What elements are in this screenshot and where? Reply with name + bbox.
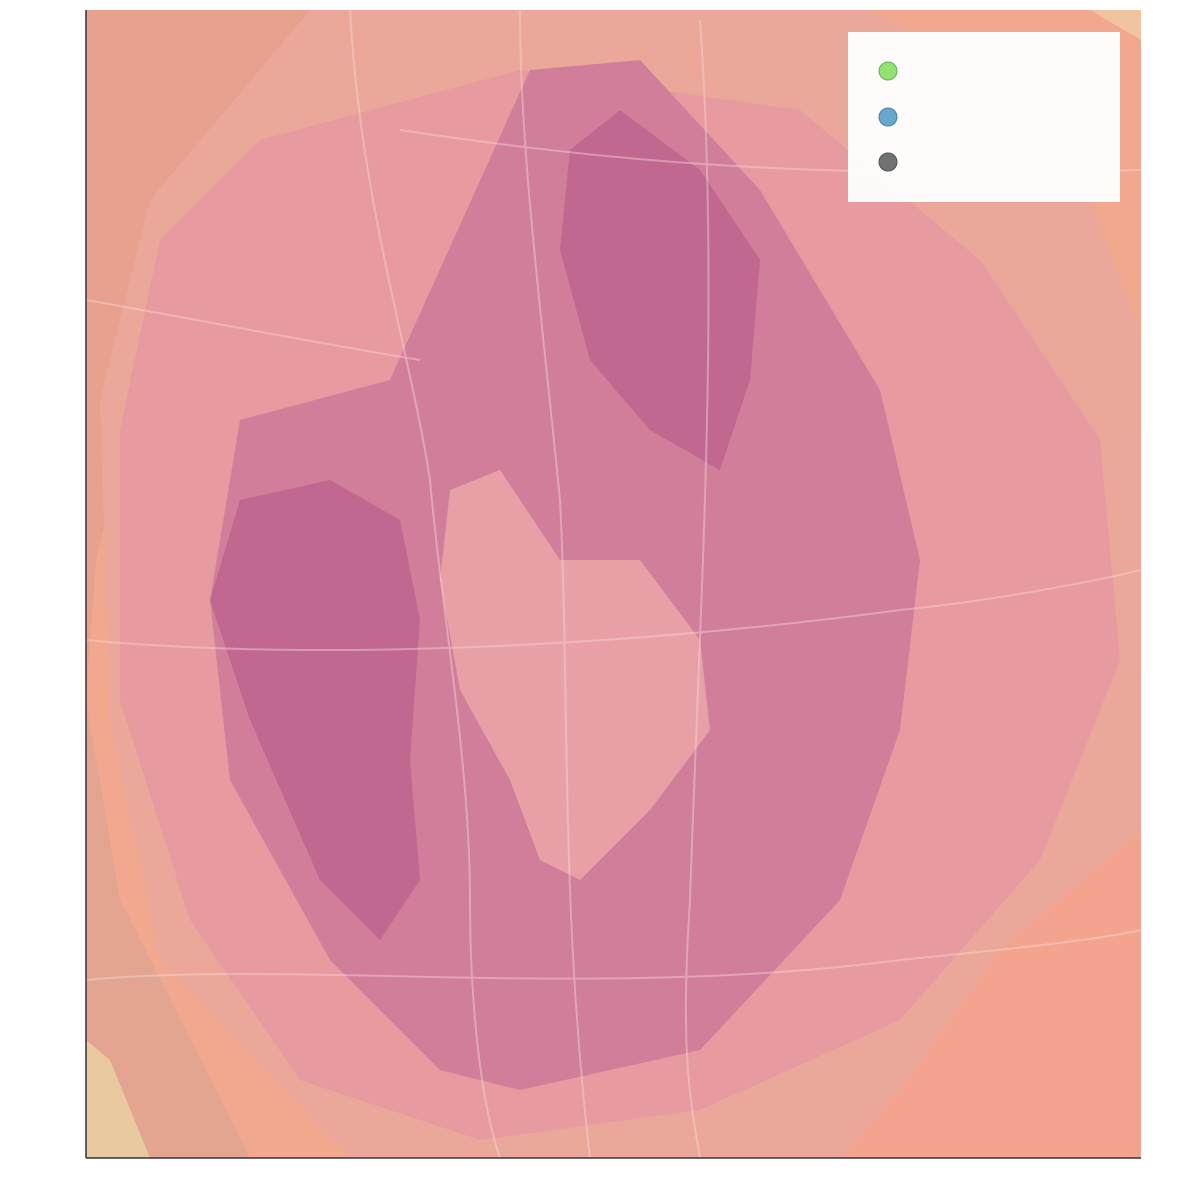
map-roads [86,10,1141,1158]
legend [848,32,1120,202]
legend-marker-body-locations [878,61,898,81]
axes [85,10,1141,1159]
legend-marker-disappearances [878,107,898,127]
legend-marker-ridgway [878,152,898,172]
